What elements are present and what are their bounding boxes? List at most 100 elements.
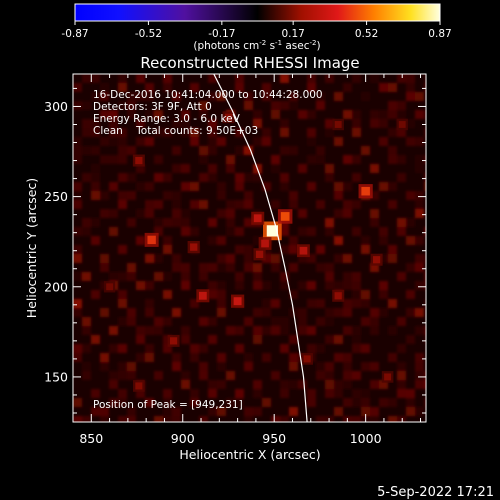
image-pixel: [226, 164, 235, 173]
image-pixel: [118, 416, 127, 422]
image-pixel: [271, 416, 280, 422]
image-pixel: [244, 263, 253, 272]
image-pixel: [352, 299, 361, 308]
image-pixel: [325, 272, 334, 281]
image-pixel: [199, 146, 208, 155]
image-pixel: [217, 281, 226, 290]
image-pixel: [181, 272, 190, 281]
image-pixel: [352, 74, 361, 83]
image-pixel: [217, 236, 226, 245]
image-pixel: [388, 353, 397, 362]
image-pixel: [307, 110, 316, 119]
image-pixel: [172, 209, 181, 218]
image-pixel: [262, 128, 271, 137]
colorbar-tick-label: -0.87: [61, 28, 88, 40]
image-pixel: [199, 110, 208, 119]
image-pixel: [343, 209, 352, 218]
image-pixel: [154, 110, 163, 119]
image-pixel: [397, 227, 406, 236]
image-pixel: [406, 137, 415, 146]
image-pixel: [82, 362, 91, 371]
image-pixel: [154, 317, 163, 326]
image-pixel: [82, 128, 91, 137]
source-core: [147, 235, 156, 245]
source-core: [334, 121, 342, 128]
image-pixel: [289, 290, 298, 299]
image-pixel: [280, 119, 289, 128]
image-pixel: [100, 362, 109, 371]
image-pixel: [343, 182, 352, 191]
image-pixel: [388, 182, 397, 191]
image-pixel: [226, 254, 235, 263]
image-pixel: [109, 155, 118, 164]
image-pixel: [325, 317, 334, 326]
image-pixel: [91, 335, 100, 344]
image-pixel: [280, 326, 289, 335]
image-pixel: [253, 389, 262, 398]
image-pixel: [370, 209, 379, 218]
x-axis-label: Heliocentric X (arcsec): [179, 447, 320, 462]
image-pixel: [163, 317, 172, 326]
image-pixel: [190, 227, 199, 236]
image-pixel: [136, 236, 145, 245]
image-pixel: [343, 254, 352, 263]
image-pixel: [127, 191, 136, 200]
image-pixel: [163, 335, 172, 344]
image-pixel: [325, 263, 334, 272]
image-pixel: [91, 218, 100, 227]
image-pixel: [217, 353, 226, 362]
image-pixel: [145, 137, 154, 146]
image-pixel: [91, 182, 100, 191]
image-pixel: [235, 326, 244, 335]
source-core: [303, 355, 311, 363]
image-pixel: [181, 326, 190, 335]
plot-frame: [72, 73, 427, 423]
image-pixel: [118, 272, 127, 281]
image-pixel: [253, 119, 262, 128]
image-pixel: [415, 200, 424, 209]
image-pixel: [397, 128, 406, 137]
source-core: [398, 121, 406, 128]
image-pixel: [415, 209, 424, 218]
image-pixel: [181, 110, 190, 119]
image-pixel: [145, 281, 154, 290]
image-pixel: [406, 236, 415, 245]
image-pixel: [262, 182, 271, 191]
image-pixel: [271, 110, 280, 119]
image-pixel: [73, 101, 82, 110]
image-pixel: [253, 263, 262, 272]
image-pixel: [253, 272, 262, 281]
image-pixel: [334, 254, 343, 263]
image-pixel: [334, 281, 343, 290]
image-pixel: [73, 182, 82, 191]
image-pixel: [379, 236, 388, 245]
image-pixel: [253, 110, 262, 119]
image-pixel: [190, 182, 199, 191]
image-pixel: [100, 92, 109, 101]
image-pixel: [118, 317, 127, 326]
image-pixel: [91, 128, 100, 137]
image-pixel: [100, 83, 109, 92]
image-pixel: [208, 236, 217, 245]
image-pixel: [91, 191, 100, 200]
image-pixel: [118, 173, 127, 182]
image-pixel: [73, 137, 82, 146]
image-pixel: [361, 290, 370, 299]
image-pixel: [163, 245, 172, 254]
image-pixel: [244, 254, 253, 263]
image-pixel: [154, 371, 163, 380]
image-pixel: [73, 272, 82, 281]
image-pixel: [397, 380, 406, 389]
image-pixel: [289, 353, 298, 362]
image-pixel: [190, 344, 199, 353]
image-pixel: [145, 344, 154, 353]
image-pixel: [91, 290, 100, 299]
image-pixel: [226, 218, 235, 227]
image-pixel: [154, 128, 163, 137]
image-pixel: [307, 74, 316, 83]
image-pixel: [208, 281, 217, 290]
image-pixel: [109, 182, 118, 191]
x-tick-label: 1000: [350, 431, 382, 446]
image-pixel: [118, 137, 127, 146]
image-pixel: [415, 308, 424, 317]
